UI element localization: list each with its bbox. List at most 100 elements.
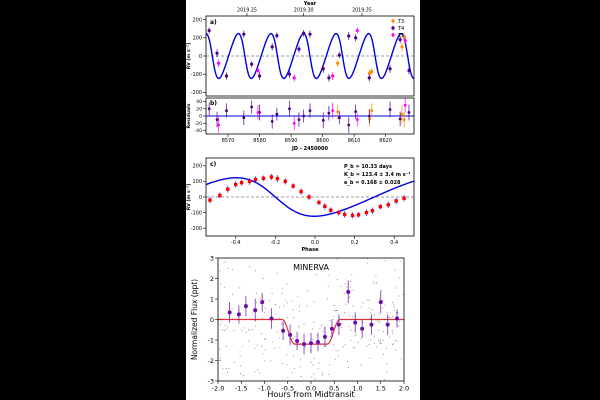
panel-d-raw-point [373,342,376,344]
panel-d-raw-point [285,299,287,301]
panel-d-raw-point [281,292,283,294]
panel-c-xtick-label: 0.0 [311,240,319,246]
panel-d-binned-point [236,312,241,317]
panel-d-raw-point [264,307,266,309]
panel-d-raw-point [247,329,249,331]
panel-d-binned-point [346,289,351,294]
panel-d-raw-point [219,270,221,272]
panel-d-raw-point [264,338,266,341]
panel-d-raw-point [260,297,262,299]
panel-b-point-T4 [354,110,358,114]
panel-c-point [234,182,238,187]
panel-d-raw-point [332,318,334,320]
panel-d-raw-point [393,309,395,311]
panel-d-raw-point [292,309,294,311]
panel-d-raw-point [334,358,336,360]
panel-d-raw-point [310,361,312,363]
panel-c-point [275,176,280,181]
panel-d-raw-point [239,287,241,289]
panel-d-xtick-label: -0.5 [281,385,294,393]
panel-d-raw-point [376,320,378,322]
panel-d-raw-point [312,328,314,330]
panel-d-raw-point [328,274,330,276]
panel-d-raw-point [270,360,272,362]
panel-d-raw-point [346,286,348,288]
panel-d-raw-point [379,341,381,343]
panel-a-top-tick-label: 2019.30 [294,8,314,14]
panel-d-xtick-label: 0.0 [306,385,316,393]
panel-d-binned-point [322,334,327,339]
panel-d-raw-point [368,299,370,301]
panel-b-point-T4 [367,114,371,118]
panel-b-point-T4 [288,107,291,111]
panel-d-raw-point [283,305,285,307]
panel-d-raw-point [314,378,316,380]
panel-a-top-tick-label: 2019.25 [237,8,257,14]
panel-d-binned-point [227,310,232,315]
panel-d-raw-point [228,367,230,370]
panel-d-raw-point [399,260,401,262]
panel-c-ytick-label: -200 [191,226,202,232]
panel-d-raw-point [225,368,227,370]
panel-d-raw-point [219,324,221,326]
panel-d-raw-point [396,340,398,342]
panel-a-point-T4 [398,38,402,42]
panel-d-ytick-label: 3 [210,254,214,262]
panel-d-raw-point [333,304,335,307]
panel-b-ytick-label: -20 [194,121,202,127]
panel-d-raw-point [398,277,400,279]
panel-d-raw-point [255,325,257,327]
panel-d-raw-point [249,266,251,268]
panel-b-point-T4 [347,123,351,127]
panel-a-ytick-label: -200 [191,90,202,96]
panel-a-point-T4 [215,51,219,55]
panel-d-binned-point [288,332,293,337]
panel-d-raw-point [376,346,378,348]
panel-a-point-T5 [355,28,359,33]
panel-d-raw-point [343,312,345,314]
panel-d-raw-point [312,364,314,366]
panel-d-binned-point [315,340,320,345]
panel-d-ytick-label: -3 [208,377,214,385]
panel-d-raw-point [300,375,302,378]
panel-c-label: c) [210,161,217,168]
panel-d-raw-point [233,330,235,332]
panel-d-raw-point [278,306,281,308]
panel-d-raw-point [256,369,258,371]
panel-b-point-T4 [398,117,402,121]
panel-d-raw-point [384,260,386,262]
panel-a-ytick-label: 100 [192,36,202,42]
panel-d-raw-point [335,309,338,312]
panel-d-raw-point [386,371,388,373]
panel-d-raw-point [350,339,352,341]
panel-d-raw-point [264,349,266,351]
panel-d-raw-point [294,336,296,338]
panel-b-label: b) [210,100,217,107]
panel-d-raw-point [325,345,327,347]
panel-d-raw-point [222,368,224,370]
panel-d-raw-point [227,267,229,270]
panel-d-raw-point [240,373,242,375]
panel-a-point-T5 [331,74,335,78]
panel-d-raw-point [352,316,354,318]
panel-b-point-T5 [355,118,359,121]
panel-c-point [208,198,212,202]
panel-d-raw-point [255,302,258,304]
panel-d-raw-point [354,335,356,337]
panel-a-point-T4 [327,76,331,80]
panel-b-point-T4 [407,111,411,114]
panel-d-raw-point [219,357,221,359]
panel-d-raw-point [349,296,351,298]
panel-c-point [386,203,390,207]
panel-d-raw-point [276,272,278,274]
panel-d-raw-point [355,333,357,336]
panel-b-point-T4 [242,116,246,120]
panel-d-ytick-label: -2 [208,357,214,365]
panel-d-raw-point [231,268,233,271]
panel-d-raw-point [279,337,281,339]
panel-d-raw-point [252,312,254,314]
panel-d-xlabel: Hours from Midtransit [267,390,354,399]
panel-d-raw-point [255,270,257,272]
panel-a-point-T3 [370,69,374,74]
panel-d-raw-point [382,353,384,356]
